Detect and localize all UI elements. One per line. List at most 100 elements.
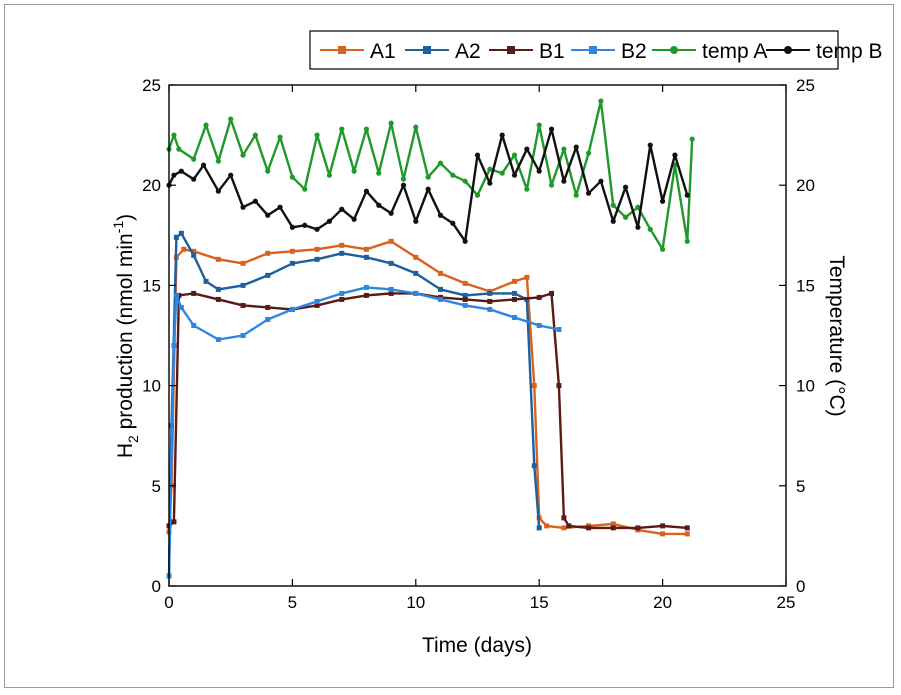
data-point xyxy=(351,216,357,222)
data-point xyxy=(314,302,320,308)
data-point xyxy=(474,192,481,198)
data-point xyxy=(561,146,567,152)
y2-tick-label: 10 xyxy=(796,377,815,396)
data-point xyxy=(400,176,407,182)
data-point xyxy=(462,178,468,184)
legend-marker xyxy=(507,46,515,54)
data-point xyxy=(215,296,221,302)
data-point xyxy=(524,186,530,192)
y-tick-label: 25 xyxy=(142,76,161,95)
x-tick-label: 10 xyxy=(406,593,425,612)
data-point xyxy=(339,242,345,248)
data-point xyxy=(173,234,179,240)
data-point xyxy=(462,280,468,286)
data-point xyxy=(437,286,443,292)
y2-tick-label: 0 xyxy=(796,577,805,596)
data-point xyxy=(191,290,197,296)
data-point xyxy=(240,282,246,288)
data-point xyxy=(178,168,184,174)
y2-tick-label: 15 xyxy=(796,276,815,295)
data-point xyxy=(363,254,369,260)
data-point xyxy=(425,186,431,192)
data-point xyxy=(265,168,271,174)
data-point xyxy=(647,142,653,148)
data-point xyxy=(425,174,431,180)
data-point xyxy=(511,172,518,178)
data-point xyxy=(585,150,592,156)
data-point xyxy=(191,176,197,182)
data-point xyxy=(544,523,550,529)
data-point xyxy=(598,98,604,104)
y2-tick-label: 20 xyxy=(796,176,815,195)
data-point xyxy=(363,188,370,194)
data-point xyxy=(462,292,468,298)
data-point xyxy=(265,304,271,310)
data-point xyxy=(314,226,320,232)
data-point xyxy=(524,146,530,152)
data-point xyxy=(326,218,333,224)
series-line xyxy=(167,232,541,577)
legend-marker xyxy=(338,46,346,54)
data-point xyxy=(388,290,394,296)
data-point xyxy=(289,248,295,254)
data-point xyxy=(339,206,345,212)
data-point xyxy=(499,132,505,138)
data-point xyxy=(314,298,320,304)
data-point xyxy=(215,286,221,292)
data-point xyxy=(339,290,345,296)
data-point xyxy=(622,184,629,190)
data-point xyxy=(573,192,579,198)
data-point xyxy=(610,521,616,527)
data-point xyxy=(376,170,382,176)
data-point xyxy=(689,136,695,142)
data-point xyxy=(561,515,567,521)
legend-item: B1 xyxy=(489,40,565,63)
data-point xyxy=(660,523,666,529)
series-b1 xyxy=(166,290,690,531)
data-point xyxy=(684,525,690,531)
data-point xyxy=(215,188,221,194)
data-point xyxy=(228,172,234,178)
data-point xyxy=(450,172,456,178)
data-point xyxy=(536,122,542,128)
data-point xyxy=(388,238,394,244)
y2-tick-label: 5 xyxy=(796,477,805,496)
y-tick-label: 10 xyxy=(142,377,161,396)
data-point xyxy=(339,296,345,302)
data-point xyxy=(240,152,246,158)
data-point xyxy=(660,246,666,252)
data-point xyxy=(314,246,320,252)
data-point xyxy=(178,304,184,310)
data-point xyxy=(462,238,468,244)
data-point xyxy=(240,260,246,266)
data-point xyxy=(549,290,555,296)
data-point xyxy=(647,226,653,232)
data-point xyxy=(556,326,562,332)
y-tick-label: 0 xyxy=(152,577,161,596)
data-point xyxy=(536,322,542,328)
data-point xyxy=(437,296,443,302)
data-point xyxy=(536,294,542,300)
data-point xyxy=(277,204,283,210)
data-point xyxy=(176,146,182,152)
data-point xyxy=(171,519,177,525)
data-point xyxy=(265,272,271,278)
data-point xyxy=(487,290,493,296)
legend-marker xyxy=(670,46,678,54)
y-tick-label: 20 xyxy=(142,176,161,195)
data-point xyxy=(556,383,562,389)
data-point xyxy=(413,218,419,224)
data-point xyxy=(203,122,209,128)
data-point xyxy=(548,182,555,188)
data-point xyxy=(351,168,357,174)
legend-label: A2 xyxy=(455,40,481,63)
data-point xyxy=(265,316,271,322)
data-point xyxy=(462,302,468,308)
data-point xyxy=(487,166,493,172)
data-point xyxy=(363,246,369,252)
x-tick-label: 20 xyxy=(653,593,672,612)
data-point xyxy=(302,186,308,192)
data-point xyxy=(487,306,493,312)
data-point xyxy=(561,178,567,184)
legend-box xyxy=(309,30,839,70)
